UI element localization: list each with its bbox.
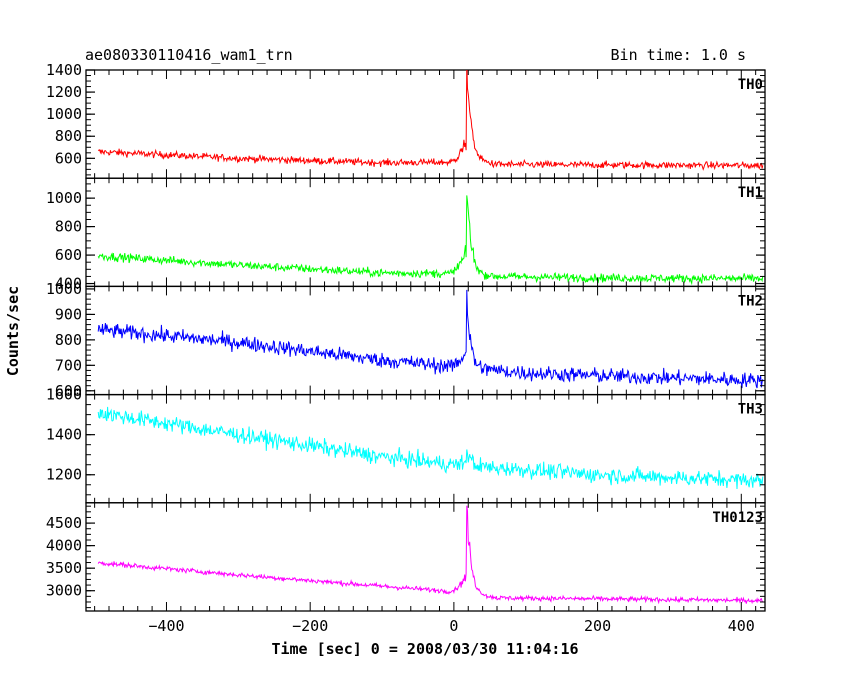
panel-label: TH0 [738,77,763,93]
y-tick-label: 800 [55,331,82,349]
y-tick-label: 800 [55,218,82,236]
y-tick-label: 4000 [46,537,82,555]
panel-th1: 400 600 800 1000 TH1 [46,177,766,293]
panel-label: TH2 [738,293,763,309]
x-tick-label: −400 [148,617,184,635]
x-tick-label: −200 [292,617,328,635]
panel-th0123: 3000 3500 4000 4500 TH0123 [46,502,766,612]
y-tick-label: 3500 [46,559,82,577]
observation-title: ae080330110416_wam1_trn [85,46,293,64]
y-tick-label: 4500 [46,514,82,532]
panel-th3: 1200 1400 1600 TH3 [46,386,766,504]
y-tick-label: 1400 [46,426,82,444]
panel-frame [85,502,766,612]
panel-th0: 600 800 1000 1200 1400 TH0 [46,61,766,179]
x-tick-label: 400 [728,617,755,635]
y-tick-label: 3000 [46,582,82,600]
y-tick-label: 700 [55,356,82,374]
x-tick-label: 200 [584,617,611,635]
panel-label: TH3 [738,402,763,418]
series-line-th1 [97,195,764,286]
y-tick-label: 900 [55,305,82,323]
y-tick-label: 600 [55,382,82,400]
panel-frame [85,393,766,504]
panels-group: 600 800 1000 1200 1400 TH0 400 600 800 1000 TH1 600… [46,61,766,635]
panel-label: TH0123 [712,510,763,526]
y-axis-label: Counts/sec [4,286,22,376]
y-tick-label: 600 [55,149,82,167]
series-line-th3 [97,406,764,490]
series-line-th0 [97,70,764,171]
series-line-th2 [97,289,764,389]
y-tick-label: 1200 [46,466,82,484]
y-tick-label: 1400 [46,61,82,79]
y-tick-label: 1000 [46,280,82,298]
y-tick-label: 400 [55,275,82,293]
panel-frame [85,177,766,288]
y-tick-label: 800 [55,127,82,145]
bin-time-label: Bin time: 1.0 s [611,46,746,64]
panel-th2: 600 700 800 900 1000 TH2 [46,280,766,400]
y-tick-label: 1600 [46,386,82,404]
x-axis-label: Time [sec] 0 = 2008/03/30 11:04:16 [271,640,578,658]
y-tick-label: 1000 [46,105,82,123]
panel-label: TH1 [738,185,763,201]
y-tick-label: 1000 [46,189,82,207]
series-line-th0123 [97,505,763,605]
x-tick-label: 0 [449,617,458,635]
y-tick-label: 1200 [46,83,82,101]
y-tick-label: 600 [55,246,82,264]
